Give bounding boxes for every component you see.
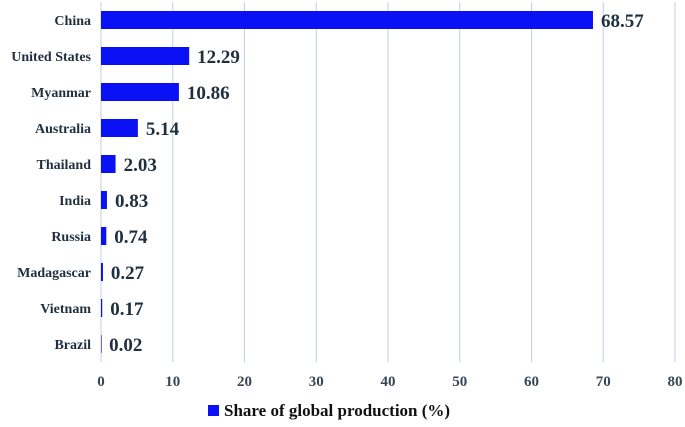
x-tick-label-50: 50 [452, 374, 467, 390]
bar-india [101, 191, 107, 209]
value-label-united-states: 12.29 [197, 47, 240, 68]
category-label-india: India [59, 194, 91, 209]
x-tick-label-80: 80 [668, 374, 683, 390]
value-label-russia: 0.74 [114, 227, 148, 248]
x-tick-label-30: 30 [309, 374, 324, 390]
value-label-madagascar: 0.27 [111, 263, 145, 284]
bar-myanmar [101, 83, 179, 101]
x-tick-label-10: 10 [165, 374, 180, 390]
value-label-thailand: 2.03 [124, 155, 157, 176]
category-label-vietnam: Vietnam [40, 302, 91, 317]
category-label-australia: Australia [35, 122, 91, 137]
legend-label: Share of global production (%) [224, 401, 450, 420]
value-label-china: 68.57 [601, 11, 644, 32]
bar-united-states [101, 47, 190, 65]
category-label-brazil: Brazil [54, 338, 91, 353]
category-labels: China United States Myanmar Australia Thaila… [11, 14, 91, 353]
bar-madagascar [101, 263, 103, 281]
category-label-myanmar: Myanmar [31, 86, 91, 101]
bar-vietnam [101, 299, 103, 317]
category-label-china: China [54, 14, 91, 29]
x-tick-label-40: 40 [381, 374, 396, 390]
x-tick-label-20: 20 [237, 374, 252, 390]
bars [101, 11, 593, 353]
value-labels: 68.57 12.29 10.86 5.14 2.03 0.83 0.74 0.27 0.17 0… [109, 11, 644, 356]
x-tick-label-0: 0 [97, 374, 105, 390]
bar-china [101, 11, 593, 29]
value-label-myanmar: 10.86 [187, 83, 230, 104]
bar-thailand [101, 155, 116, 173]
value-label-india: 0.83 [115, 191, 148, 212]
x-tick-label-70: 70 [596, 374, 611, 390]
x-tick-label-60: 60 [524, 374, 539, 390]
category-label-united-states: United States [11, 50, 91, 65]
category-label-russia: Russia [51, 230, 91, 245]
bar-russia [101, 227, 107, 245]
x-axis-ticks: 0 10 20 30 40 50 60 70 80 [97, 374, 682, 390]
value-label-australia: 5.14 [146, 119, 180, 140]
bar-brazil [101, 335, 102, 353]
category-label-thailand: Thailand [37, 158, 92, 173]
legend-swatch [208, 405, 219, 416]
legend: Share of global production (%) [208, 401, 450, 420]
value-label-brazil: 0.02 [109, 335, 142, 356]
value-label-vietnam: 0.17 [110, 299, 144, 320]
category-label-madagascar: Madagascar [17, 266, 91, 281]
bar-australia [101, 119, 138, 137]
